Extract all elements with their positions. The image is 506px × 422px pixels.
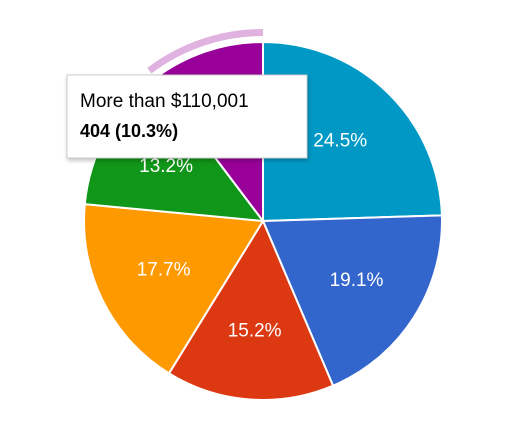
slice-label: 17.7% — [137, 259, 191, 280]
tooltip-title: More than $110,001 — [80, 91, 249, 112]
slice — [262, 40, 443, 223]
tooltip-box — [66, 74, 308, 159]
tooltip-value: 404 (10.3%) — [80, 121, 178, 141]
pie: 24.5% 19.1% 15.2% 17.7% 13.2% — [83, 29, 443, 401]
highlight-ring — [147, 29, 263, 74]
tooltip: More than $110,001 404 (10.3%) — [66, 74, 308, 159]
slice — [83, 203, 265, 375]
slice — [167, 218, 335, 401]
slice-label: 15.2% — [228, 321, 282, 342]
slice-label: 13.2% — [139, 156, 193, 177]
slice-label: 24.5% — [313, 130, 367, 151]
slice — [261, 214, 443, 388]
slice-label: 19.1% — [330, 270, 384, 291]
